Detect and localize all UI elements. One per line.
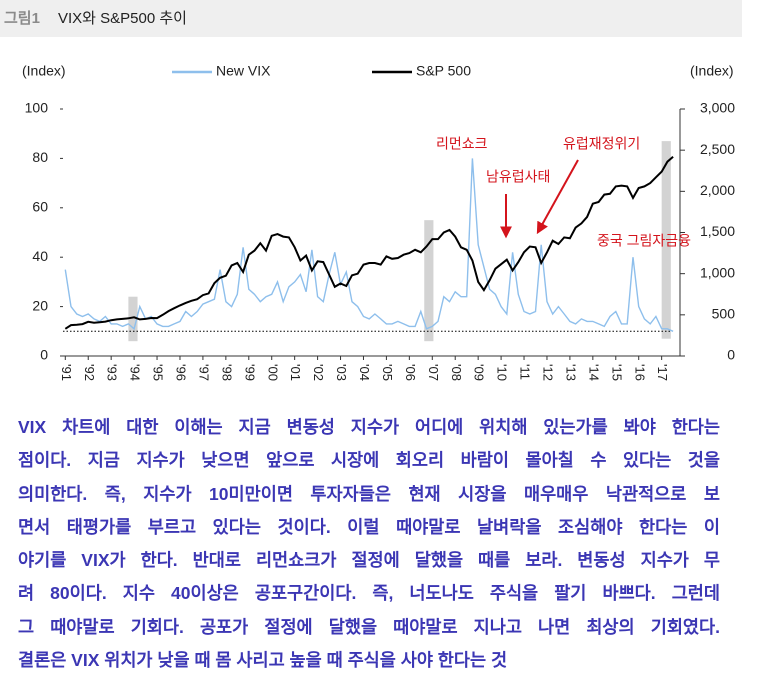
legend-label: New VIX: [216, 63, 271, 79]
y2-tick-label: 2,500: [700, 141, 735, 157]
paragraph-line: 야기를 VIX가 한다. 반대로 리먼쇼크가 절정에 달했을 때를 보라. 변동…: [18, 550, 720, 571]
x-tick-label: '91: [59, 364, 74, 381]
header-bar: [0, 0, 742, 37]
x-tick-label: '16: [632, 364, 647, 381]
y-tick-label: 100: [25, 100, 49, 116]
paragraph-line: 려 80이다. 지수 40이상은 공포구간이다. 즉, 너도나도 주식을 팔기 …: [18, 583, 720, 604]
chart: 그림1 VIX와 S&P500 추이 (Index) (Index) 0 20 40…: [0, 0, 742, 381]
y2-tick-label: 1,500: [700, 223, 735, 239]
x-tick-label: '99: [242, 364, 257, 381]
x-tick-label: '93: [105, 364, 120, 381]
highlight-band: [424, 220, 434, 342]
y-tick-label: 80: [32, 149, 48, 165]
x-tick-label: '05: [380, 364, 395, 381]
y2-tick-label: 3,000: [700, 100, 735, 116]
x-tick-label: '03: [334, 364, 349, 381]
series-line: [64, 158, 674, 332]
x-tick-label: '02: [311, 364, 326, 381]
paragraph: VIX 차트에 대한 이해는 지금 변동성 지수가 어디에 위치해 있는가를 봐…: [18, 411, 720, 677]
y-axis-label: (Index): [22, 63, 66, 79]
x-tick-label: '92: [82, 364, 97, 381]
series-line: [64, 156, 674, 330]
annotation: 유럽재정위기: [563, 136, 640, 152]
annotation: 남유럽사태: [486, 169, 550, 185]
y2-tick-label: 1,000: [700, 264, 735, 280]
paragraph-line: 면서 태평가를 부르고 있다는 것이다. 이럴 때야말로 날벼락을 조심해야 한…: [18, 516, 720, 537]
annotation: 중국 그림자금융: [597, 233, 691, 249]
x-tick-label: '13: [563, 364, 578, 381]
x-tick-label: '97: [196, 364, 211, 381]
y-tick-label: 40: [32, 248, 48, 264]
x-tick-label: '95: [151, 364, 166, 381]
paragraph-line: VIX 차트에 대한 이해는 지금 변동성 지수가 어디에 위치해 있는가를 봐…: [18, 417, 720, 437]
x-tick-label: '12: [541, 364, 556, 381]
y2-tick-label: 0: [727, 347, 735, 363]
x-tick-label: '94: [128, 364, 143, 381]
x-tick-label: '96: [174, 364, 189, 381]
chart-title: VIX와 S&P500 추이: [58, 10, 187, 27]
x-tick-label: '04: [357, 364, 372, 381]
y-tick-label: 60: [32, 199, 48, 215]
figure-label: 그림1: [4, 9, 40, 27]
annotation: 리먼쇼크: [436, 136, 488, 152]
paragraph-line: 결론은 VIX 위치가 낮을 때 몸 사리고 높을 때 주식을 사야 한다는 것: [18, 650, 508, 671]
x-tick-label: '00: [265, 364, 280, 381]
x-tick-label: '06: [403, 364, 418, 381]
y2-tick-label: 500: [712, 306, 736, 322]
x-tick-label: '98: [219, 364, 234, 381]
y-tick-label: 20: [32, 297, 48, 313]
x-tick-label: '09: [472, 364, 487, 381]
x-tick-label: '11: [518, 364, 533, 380]
paragraph-line: 점이다. 지금 지수가 낮으면 앞으로 시장에 회오리 바람이 몰아칠 수 있다…: [18, 450, 720, 471]
highlight-band: [128, 296, 138, 342]
x-tick-label: '14: [586, 364, 601, 381]
paragraph-line: 의미한다. 즉, 지수가 10미만이면 투자자들은 현재 시장을 매우매우 낙관…: [18, 483, 720, 504]
highlight-band: [661, 141, 671, 339]
x-tick-label: '15: [609, 364, 624, 381]
x-tick-label: '10: [495, 364, 510, 381]
x-tick-label: '17: [655, 364, 670, 381]
x-tick-label: '01: [288, 364, 303, 381]
y2-axis-label: (Index): [690, 63, 734, 79]
paragraph-line: 그 때야말로 기회다. 공포가 절정에 달했을 때야말로 지나고 나면 최상의 …: [18, 616, 720, 637]
x-tick-label: '07: [426, 364, 441, 381]
arrow: [536, 159, 579, 235]
x-tick-label: '08: [449, 364, 464, 381]
legend-label: S&P 500: [416, 63, 471, 79]
y2-tick-label: 2,000: [700, 182, 735, 198]
y-tick-label: 0: [40, 347, 48, 363]
